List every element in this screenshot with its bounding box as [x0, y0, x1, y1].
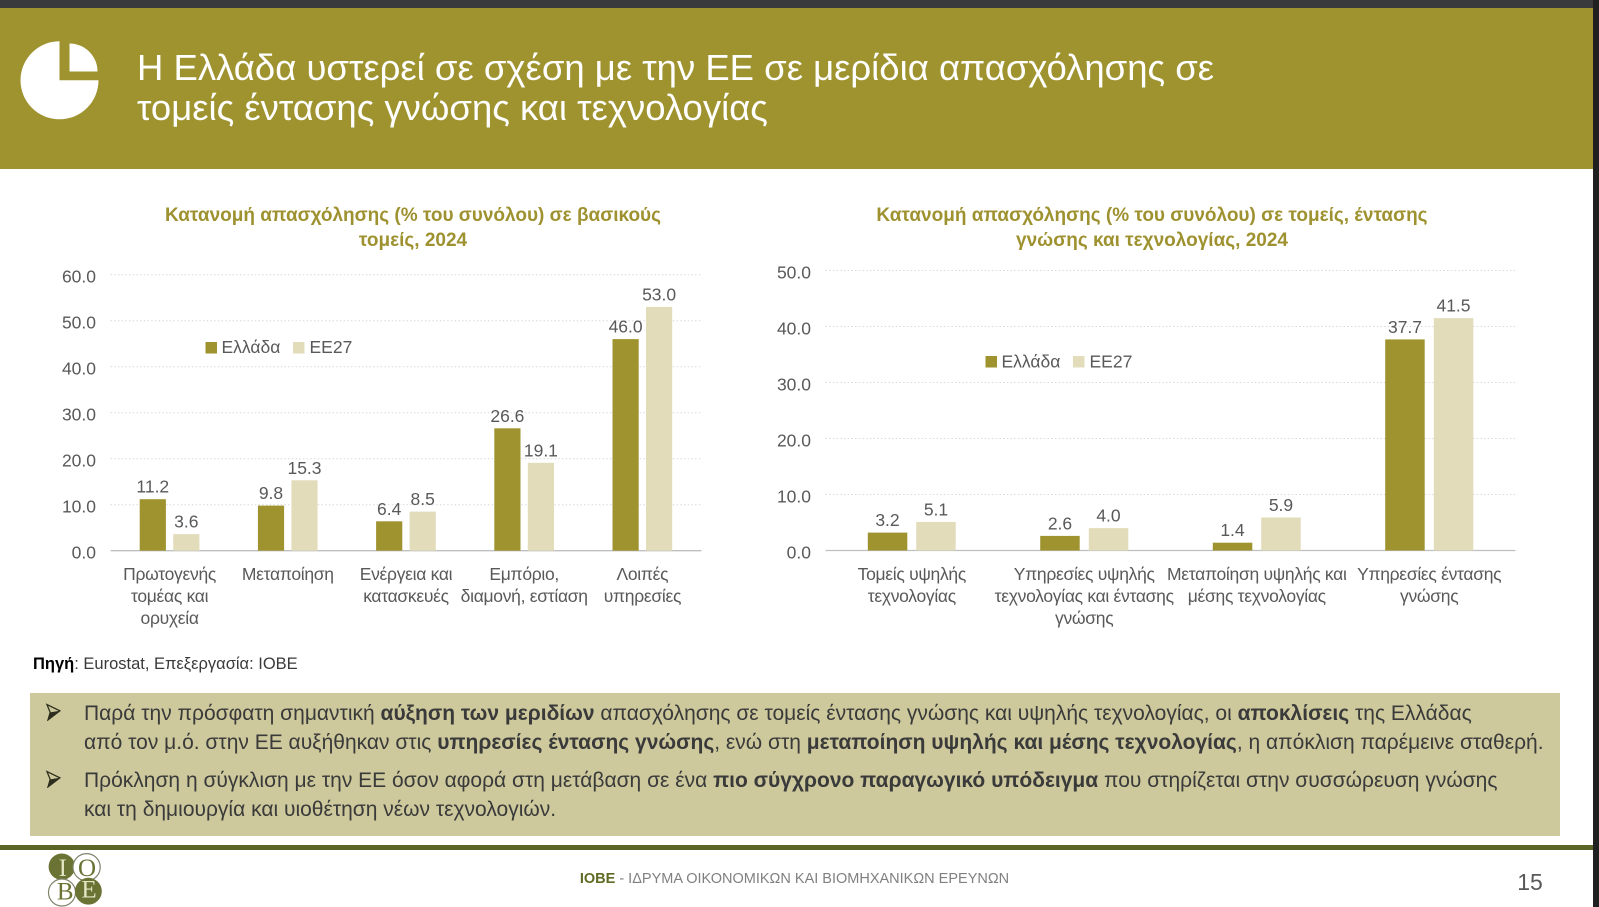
- svg-text:20.0: 20.0: [777, 431, 811, 451]
- svg-text:EE27: EE27: [310, 337, 353, 357]
- svg-text:40.0: 40.0: [62, 359, 96, 379]
- svg-text:0.0: 0.0: [72, 543, 97, 563]
- svg-text:γνώσης: γνώσης: [1400, 586, 1458, 606]
- svg-text:Εμπόριο,: Εμπόριο,: [489, 564, 559, 584]
- svg-text:50.0: 50.0: [777, 263, 811, 283]
- svg-text:11.2: 11.2: [136, 477, 169, 497]
- svg-text:10.0: 10.0: [62, 497, 96, 517]
- svg-text:Ενέργεια και: Ενέργεια και: [360, 564, 453, 584]
- svg-text:60.0: 60.0: [62, 267, 96, 287]
- svg-text:διαμονή, εστίαση: διαμονή, εστίαση: [461, 586, 588, 606]
- svg-text:Μεταποίηση: Μεταποίηση: [242, 564, 334, 584]
- svg-text:8.5: 8.5: [411, 489, 435, 509]
- svg-text:40.0: 40.0: [777, 319, 811, 339]
- svg-text:30.0: 30.0: [62, 405, 96, 425]
- svg-text:3.2: 3.2: [875, 510, 899, 530]
- svg-text:Λοιπές: Λοιπές: [616, 564, 668, 584]
- svg-text:41.5: 41.5: [1436, 296, 1470, 316]
- svg-text:I: I: [59, 855, 67, 882]
- svg-text:E: E: [81, 877, 96, 904]
- svg-text:50.0: 50.0: [62, 313, 96, 333]
- svg-text:O: O: [78, 855, 96, 882]
- svg-text:Ελλάδα: Ελλάδα: [222, 337, 281, 357]
- svg-text:κατασκευές: κατασκευές: [363, 586, 449, 606]
- svg-text:EE27: EE27: [1090, 352, 1133, 372]
- svg-text:τεχνολογίας: τεχνολογίας: [868, 586, 956, 606]
- svg-text:46.0: 46.0: [609, 317, 643, 337]
- svg-text:26.6: 26.6: [490, 406, 524, 426]
- svg-text:γνώσης: γνώσης: [1055, 608, 1113, 628]
- svg-text:Υπηρεσίες έντασης: Υπηρεσίες έντασης: [1357, 564, 1501, 584]
- svg-text:B: B: [57, 878, 74, 905]
- svg-text:3.6: 3.6: [174, 512, 198, 532]
- svg-text:υπηρεσίες: υπηρεσίες: [604, 586, 681, 606]
- svg-text:Πρωτογενής: Πρωτογενής: [123, 564, 216, 584]
- svg-text:15.3: 15.3: [287, 458, 321, 478]
- svg-text:2.6: 2.6: [1048, 513, 1072, 533]
- svg-text:μέσης τεχνολογίας: μέσης τεχνολογίας: [1188, 586, 1326, 606]
- svg-text:5.9: 5.9: [1269, 495, 1293, 515]
- svg-text:6.4: 6.4: [377, 499, 402, 519]
- svg-text:1.4: 1.4: [1220, 520, 1245, 540]
- svg-text:30.0: 30.0: [777, 375, 811, 395]
- svg-text:19.1: 19.1: [524, 440, 558, 460]
- svg-text:0.0: 0.0: [787, 543, 812, 563]
- svg-text:ορυχεία: ορυχεία: [141, 608, 199, 628]
- svg-text:20.0: 20.0: [62, 451, 96, 471]
- svg-text:τομέας και: τομέας και: [131, 586, 209, 606]
- svg-text:37.7: 37.7: [1388, 317, 1422, 337]
- svg-text:Υπηρεσίες υψηλής: Υπηρεσίες υψηλής: [1014, 564, 1155, 584]
- svg-text:5.1: 5.1: [924, 499, 948, 519]
- svg-text:9.8: 9.8: [259, 483, 283, 503]
- svg-text:Τομείς υψηλής: Τομείς υψηλής: [858, 564, 966, 584]
- svg-text:Μεταποίηση υψηλής και: Μεταποίηση υψηλής και: [1167, 564, 1347, 584]
- svg-text:53.0: 53.0: [642, 284, 676, 304]
- svg-text:τεχνολογίας και έντασης: τεχνολογίας και έντασης: [995, 586, 1174, 606]
- svg-text:4.0: 4.0: [1096, 506, 1121, 526]
- svg-text:10.0: 10.0: [777, 487, 811, 507]
- svg-text:Ελλάδα: Ελλάδα: [1002, 352, 1061, 372]
